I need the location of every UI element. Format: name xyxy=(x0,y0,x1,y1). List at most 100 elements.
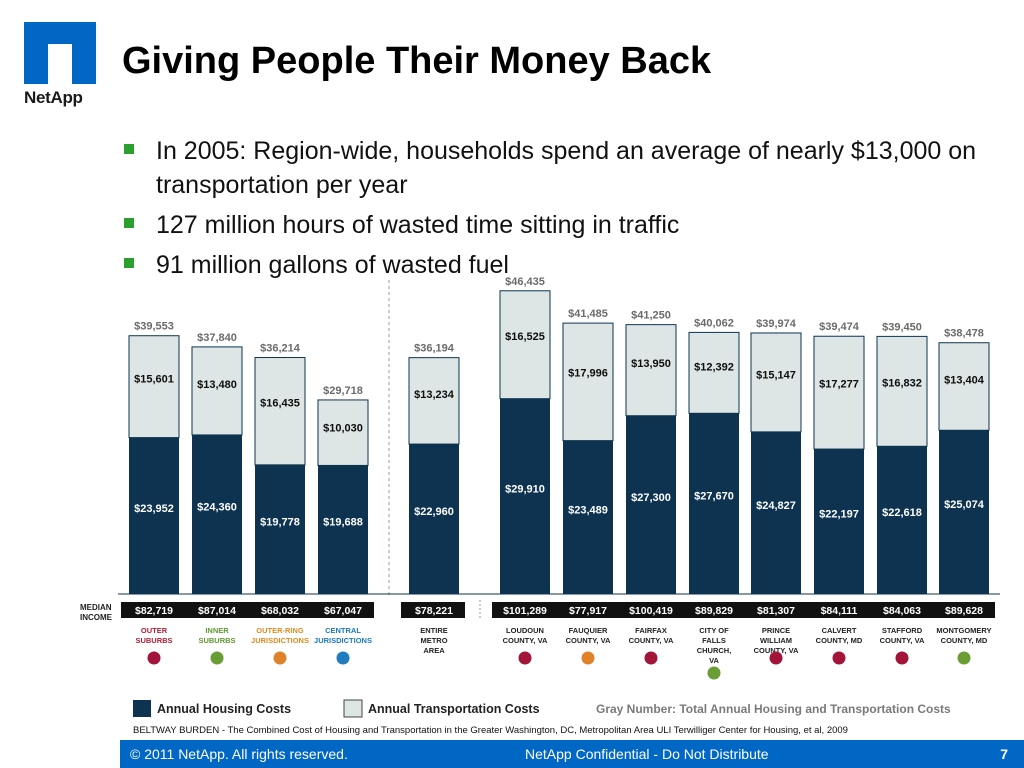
total-label: $36,194 xyxy=(414,343,455,355)
bar-housing xyxy=(814,449,864,594)
logo-text: NetApp xyxy=(24,88,83,107)
housing-value-label: $27,300 xyxy=(631,492,671,504)
transportation-value-label: $16,435 xyxy=(260,398,300,410)
stacked-bar-chart: $39,553$15,601$23,952$82,719OUTERSUBURBS… xyxy=(80,276,1000,736)
median-income-label: MEDIAN xyxy=(80,603,112,612)
total-label: $46,435 xyxy=(505,276,545,288)
bar-housing xyxy=(409,444,459,594)
category-label: VA xyxy=(709,656,719,665)
total-label: $41,485 xyxy=(568,308,608,320)
median-income-cell xyxy=(492,602,556,618)
category-dot xyxy=(957,651,971,665)
category-dot xyxy=(895,651,909,665)
total-label: $39,474 xyxy=(819,321,860,333)
median-income-cell xyxy=(310,602,374,618)
category-dot xyxy=(707,666,721,680)
housing-value-label: $29,910 xyxy=(505,483,545,495)
transportation-value-label: $13,404 xyxy=(944,375,985,387)
median-income-cell xyxy=(555,602,619,618)
netapp-logo: NetApp xyxy=(24,22,100,108)
transportation-value-label: $17,277 xyxy=(819,379,859,391)
category-dot xyxy=(210,651,224,665)
legend-swatch-housing xyxy=(133,700,151,717)
total-label: $39,974 xyxy=(756,318,797,330)
bar-housing xyxy=(563,440,613,594)
bar-housing xyxy=(129,437,179,594)
category-label: MONTGOMERY xyxy=(936,626,991,635)
total-label: $38,478 xyxy=(944,328,984,340)
category-label: COUNTY, VA xyxy=(880,636,925,645)
median-income-label: INCOME xyxy=(80,613,113,622)
median-income-value: $84,063 xyxy=(883,605,921,617)
median-income-value: $84,111 xyxy=(821,605,858,617)
bar-transportation xyxy=(499,290,551,400)
transportation-value-label: $17,996 xyxy=(568,367,608,379)
housing-value-label: $23,952 xyxy=(134,503,174,515)
median-income-cell xyxy=(121,602,185,618)
transportation-value-label: $15,601 xyxy=(134,374,174,386)
legend-note: Gray Number: Total Annual Housing and Tr… xyxy=(596,702,951,716)
bar-housing xyxy=(939,430,989,594)
transportation-value-label: $10,030 xyxy=(323,422,363,434)
total-label: $39,450 xyxy=(882,321,922,333)
bullet-square-icon xyxy=(124,258,134,268)
category-label: OUTER-RING xyxy=(256,626,304,635)
bar-housing xyxy=(626,415,676,594)
bar-transportation xyxy=(625,324,677,417)
median-income-cell xyxy=(184,602,248,618)
category-label: LOUDOUN xyxy=(506,626,544,635)
median-income-value: $101,289 xyxy=(503,605,547,617)
median-income-value: $87,014 xyxy=(198,605,236,617)
legend-swatch-transportation xyxy=(343,699,363,718)
category-label: COUNTY, VA xyxy=(754,646,799,655)
category-label: WILLIAM xyxy=(760,636,792,645)
bar-transportation xyxy=(750,332,802,433)
bar-housing xyxy=(500,398,550,594)
bullet-text: 127 million hours of wasted time sitting… xyxy=(156,211,680,239)
housing-value-label: $22,197 xyxy=(819,509,859,521)
legend-label-housing: Annual Housing Costs xyxy=(157,702,291,716)
category-label: STAFFORD xyxy=(882,626,923,635)
category-dot xyxy=(518,651,532,665)
category-label: INNER xyxy=(205,626,229,635)
bar-transportation xyxy=(254,357,306,466)
bar-transportation xyxy=(813,335,865,450)
category-label: JURISDICTIONS xyxy=(314,636,372,645)
bar-housing xyxy=(255,464,305,594)
category-label: PRINCE xyxy=(762,626,790,635)
bar-transportation xyxy=(688,331,740,414)
category-label: AREA xyxy=(423,646,445,655)
bullet-list: In 2005: Region-wide, households spend a… xyxy=(124,134,984,288)
category-label: OUTER xyxy=(141,626,168,635)
category-label: SUBURBS xyxy=(198,636,235,645)
category-label: COUNTY, VA xyxy=(629,636,674,645)
category-label: FALLS xyxy=(702,636,726,645)
bar-transportation xyxy=(562,322,614,442)
category-dot xyxy=(336,651,350,665)
housing-value-label: $25,074 xyxy=(944,499,985,511)
bar-housing xyxy=(877,446,927,594)
bar-housing xyxy=(192,434,242,594)
category-label: COUNTY, VA xyxy=(503,636,548,645)
category-dot xyxy=(581,651,595,665)
category-dot xyxy=(832,651,846,665)
median-income-cell xyxy=(869,602,933,618)
transportation-value-label: $13,234 xyxy=(414,389,455,401)
median-income-cell xyxy=(681,602,745,618)
median-income-value: $100,419 xyxy=(629,605,673,617)
bar-housing xyxy=(689,413,739,594)
total-label: $40,062 xyxy=(694,317,734,329)
footer-confidential: NetApp Confidential - Do Not Distribute xyxy=(525,746,769,762)
median-income-cell xyxy=(806,602,870,618)
footer-bar: © 2011 NetApp. All rights reserved. NetA… xyxy=(120,740,1024,768)
category-label: COUNTY, MD xyxy=(816,636,863,645)
category-label: FAUQUIER xyxy=(569,626,608,635)
netapp-logo-mark xyxy=(24,22,96,84)
category-dot xyxy=(273,651,287,665)
category-dot xyxy=(644,651,658,665)
category-label: ENTIRE xyxy=(420,626,448,635)
median-income-cell xyxy=(401,602,465,618)
category-label: JURISDICTIONS xyxy=(251,636,309,645)
category-label: METRO xyxy=(420,636,447,645)
total-label: $39,553 xyxy=(134,321,174,333)
